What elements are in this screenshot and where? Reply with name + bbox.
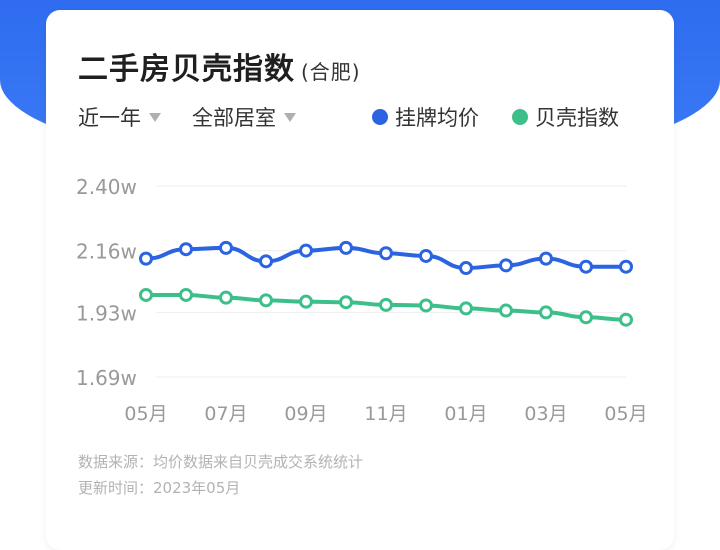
x-tick-label: 11月 [364,403,407,425]
x-tick-label: 07月 [204,403,247,425]
data-point [499,303,513,318]
period-filter[interactable]: 近一年 [78,102,161,132]
city-label: (合肥) [301,60,361,84]
data-point [259,293,273,308]
data-point [259,254,273,269]
room-filter-label: 全部居室 [192,106,276,130]
data-point [339,295,353,310]
data-point [339,240,353,255]
data-point [179,287,193,302]
legend-listing-label: 挂牌均价 [395,106,479,130]
data-point [619,312,633,327]
data-point [299,243,313,258]
data-point [419,298,433,313]
data-point [139,287,153,302]
data-point [579,259,593,274]
data-point [379,246,393,261]
x-tick-label: 05月 [124,403,167,425]
data-point [539,251,553,266]
x-tick-label: 01月 [444,403,487,425]
y-tick-label: 2.40w [76,175,137,199]
data-point [139,251,153,266]
data-point [459,261,473,276]
legend-index-label: 贝壳指数 [535,106,619,130]
y-tick-label: 1.93w [76,301,137,325]
price-index-chart: 2.40w 2.16w 1.93w 1.69w 05月 07月 09月 11月 01月 03月 05… [76,175,648,425]
legend-index[interactable]: 贝壳指数 [512,102,619,132]
x-tick-label: 05月 [604,403,647,425]
data-point [459,301,473,316]
data-point [619,259,633,274]
data-point [579,310,593,325]
data-point [299,294,313,309]
data-point [419,248,433,263]
data-point [499,258,513,273]
data-point [379,297,393,312]
x-tick-label: 03月 [524,403,567,425]
legend-listing[interactable]: 挂牌均价 [372,102,479,132]
x-tick-label: 09月 [284,403,327,425]
period-filter-label: 近一年 [78,106,141,130]
card-title: 二手房贝壳指数 (合肥) [78,44,361,88]
data-point [179,242,193,257]
card-title-text: 二手房贝壳指数 [78,52,295,87]
legend-dot-icon [372,109,388,125]
room-filter[interactable]: 全部居室 [192,102,296,132]
data-source-note: 数据来源：均价数据来自贝壳成交系统统计 [78,453,364,471]
y-tick-label: 1.69w [76,366,137,390]
legend-dot-icon [512,109,528,125]
update-time-note: 更新时间：2023年05月 [78,479,241,497]
beike-index-card: 二手房贝壳指数 (合肥) 近一年 全部居室 挂牌均价 贝壳指数 2.40w 2.16… [46,10,674,550]
chevron-down-icon [284,112,296,122]
chevron-down-icon [149,112,161,122]
data-point [219,240,233,255]
y-tick-label: 2.16w [76,240,137,264]
data-point [539,305,553,320]
data-point [219,290,233,305]
